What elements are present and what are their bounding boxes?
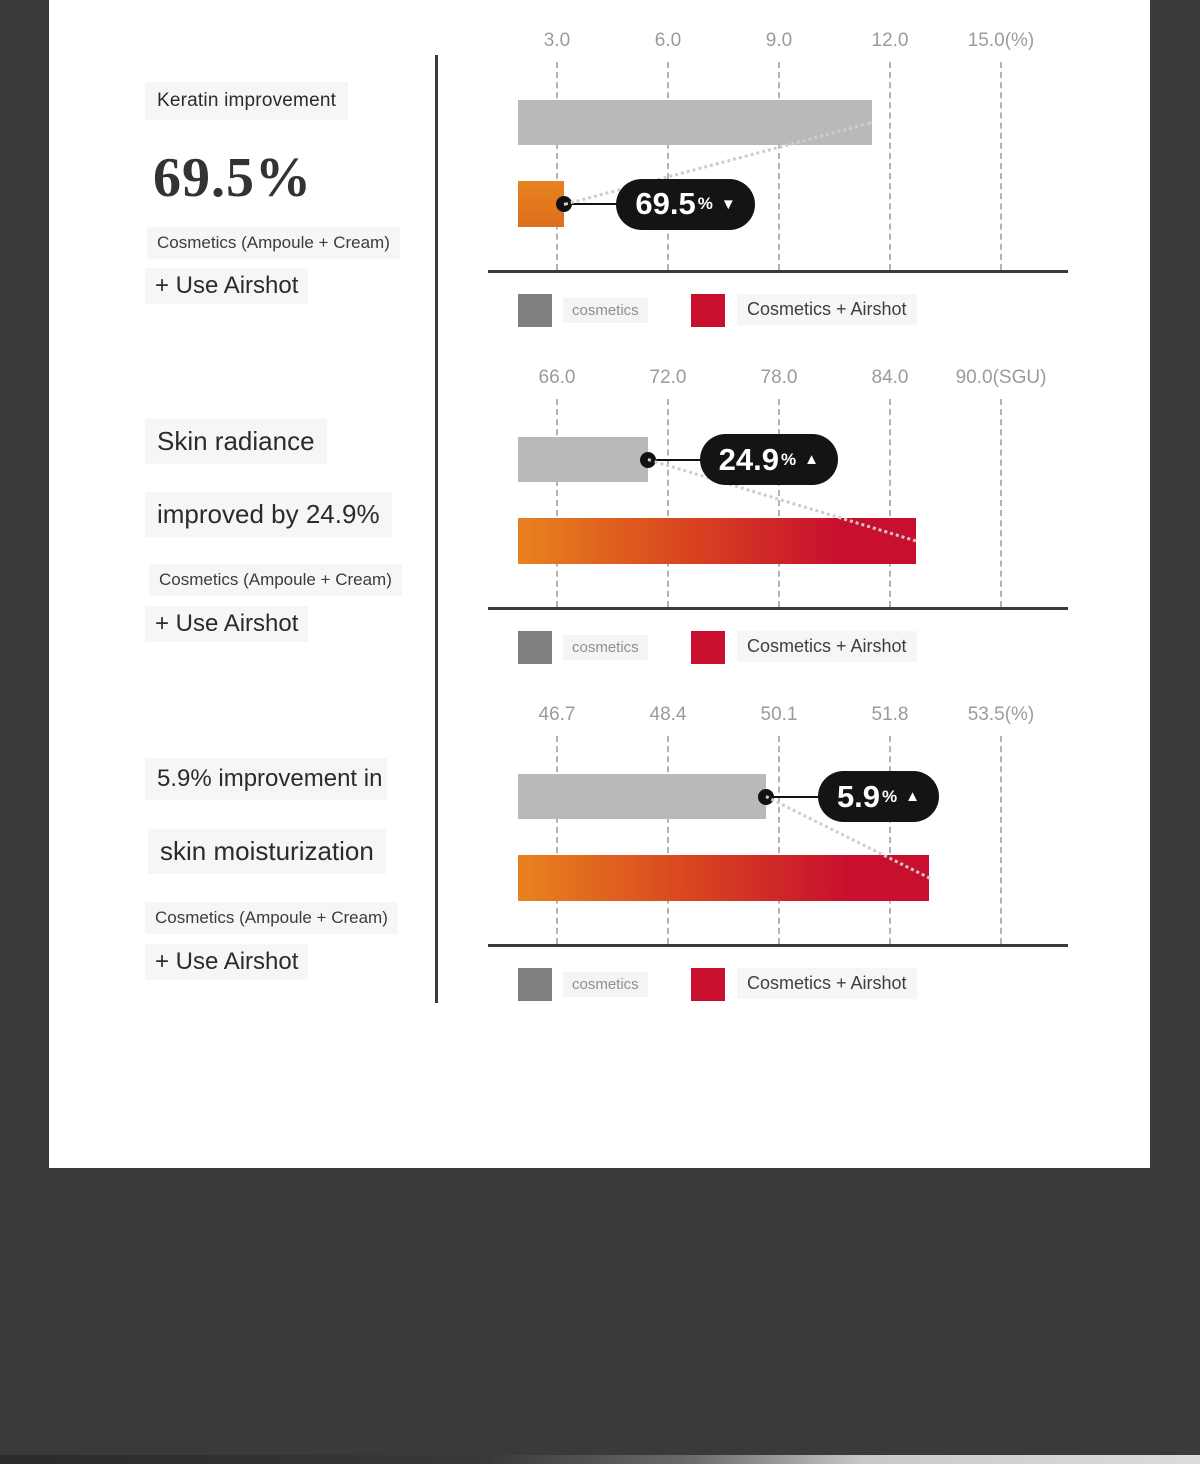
x-tick-label: 15.0(%) (967, 30, 1035, 51)
x-axis-ticks: 66.0 72.0 78.0 84.0 90.0(SGU) (488, 367, 1068, 393)
x-tick-label: 9.0 (765, 30, 793, 51)
airshot-swatch (691, 968, 725, 1001)
plot-area: 24.9% ▲ (488, 399, 1068, 607)
x-tick-label: 84.0 (871, 367, 909, 388)
moisturization-chart: 46.7 48.4 50.1 51.8 53.5(%) 5.9% ▲ cosmetics … (488, 704, 1068, 1014)
airshot-swatch (691, 294, 725, 327)
x-axis-line (488, 944, 1068, 947)
x-tick-label: 50.1 (760, 704, 798, 725)
gridline (556, 62, 558, 270)
cosmetics-legend-label: cosmetics (563, 972, 648, 997)
x-tick-label: 6.0 (654, 30, 682, 51)
cosmetics-bar (518, 100, 872, 145)
arrow-down-icon: ▼ (720, 195, 736, 213)
airshot-legend-label: Cosmetics + Airshot (737, 294, 917, 325)
callout-unit: % (780, 449, 797, 469)
airshot-bar (518, 518, 916, 564)
x-tick-label: 46.7 (538, 704, 576, 725)
x-tick-label: 90.0(SGU) (955, 367, 1047, 388)
radiance-chart: 66.0 72.0 78.0 84.0 90.0(SGU) 24.9% ▲ cosmeti… (488, 367, 1068, 677)
airshot-legend-label: Cosmetics + Airshot (737, 631, 917, 662)
section3-title-line2: skin moisturization (148, 829, 386, 874)
gridline (556, 399, 558, 607)
chart-legend: cosmetics Cosmetics + Airshot (488, 294, 1068, 334)
vertical-divider (435, 55, 438, 1003)
callout-connector (647, 458, 700, 461)
chart-legend: cosmetics Cosmetics + Airshot (488, 631, 1068, 671)
gridline (667, 62, 669, 270)
plot-area: 69.5% ▼ (488, 62, 1068, 270)
gridline (778, 736, 780, 944)
x-tick-label: 72.0 (649, 367, 687, 388)
arrow-up-icon: ▲ (804, 451, 819, 468)
x-tick-label: 51.8 (871, 704, 909, 725)
gridline (1000, 399, 1002, 607)
cosmetics-legend-label: cosmetics (563, 298, 648, 323)
gridline (889, 399, 891, 607)
gridline (667, 399, 669, 607)
gridline (778, 62, 780, 270)
callout-value: 69.5 (635, 186, 696, 221)
cosmetics-swatch (518, 294, 552, 327)
x-tick-label: 66.0 (538, 367, 576, 388)
section1-big-stat: 69.5% (153, 147, 312, 209)
x-tick-label: 78.0 (760, 367, 798, 388)
section3-airshot-line: + Use Airshot (145, 944, 309, 980)
airshot-legend-label: Cosmetics + Airshot (737, 968, 917, 999)
callout-unit: % (882, 786, 898, 806)
x-tick-label: 48.4 (649, 704, 687, 725)
section2-airshot-line: + Use Airshot (145, 606, 309, 642)
bottom-page-edge (0, 1455, 1200, 1464)
cosmetics-swatch (518, 968, 552, 1001)
section1-title: Keratin improvement (145, 82, 349, 120)
section1-product-line: Cosmetics (Ampoule + Cream) (147, 227, 400, 259)
callout-unit: % (697, 194, 713, 213)
plot-area: 5.9% ▲ (488, 736, 1068, 944)
airshot-swatch (691, 631, 725, 664)
x-tick-label: 53.5(%) (967, 704, 1035, 725)
x-axis-ticks: 46.7 48.4 50.1 51.8 53.5(%) (488, 704, 1068, 730)
gridline (889, 62, 891, 270)
gridline (889, 736, 891, 944)
section2-title-line2: improved by 24.9% (145, 492, 392, 537)
section2-product-line: Cosmetics (Ampoule + Cream) (149, 564, 402, 596)
section2-title-line1: Skin radiance (145, 419, 327, 464)
callout-pill: 24.9% ▲ (699, 434, 838, 485)
cosmetics-swatch (518, 631, 552, 664)
keratin-chart: 3.0 6.0 9.0 12.0 15.0(%) 69.5% ▼ cosmetics Co… (488, 30, 1068, 340)
gridline (778, 399, 780, 607)
callout-connector (564, 203, 617, 205)
callout-value: 5.9 (836, 778, 881, 814)
section3-product-line: Cosmetics (Ampoule + Cream) (145, 902, 398, 934)
chart-legend: cosmetics Cosmetics + Airshot (488, 968, 1068, 1008)
cosmetics-bar (518, 437, 648, 482)
gridline (1000, 62, 1002, 270)
x-axis-line (488, 270, 1068, 273)
gridline (556, 736, 558, 944)
section3-title-line1: 5.9% improvement in (145, 758, 387, 800)
airshot-bar (518, 855, 930, 901)
arrow-up-icon: ▲ (905, 788, 921, 805)
callout-pill: 69.5% ▼ (616, 178, 755, 230)
gridline (1000, 736, 1002, 944)
callout-pill: 5.9% ▲ (817, 771, 940, 822)
cosmetics-legend-label: cosmetics (563, 635, 648, 660)
gridline (667, 736, 669, 944)
x-axis-ticks: 3.0 6.0 9.0 12.0 15.0(%) (488, 30, 1068, 56)
x-tick-label: 12.0 (871, 30, 909, 51)
x-axis-line (488, 607, 1068, 610)
section1-airshot-line: + Use Airshot (145, 268, 309, 304)
callout-connector (765, 795, 818, 798)
cosmetics-bar (518, 774, 766, 819)
x-tick-label: 3.0 (543, 30, 571, 51)
callout-value: 24.9 (718, 441, 779, 477)
